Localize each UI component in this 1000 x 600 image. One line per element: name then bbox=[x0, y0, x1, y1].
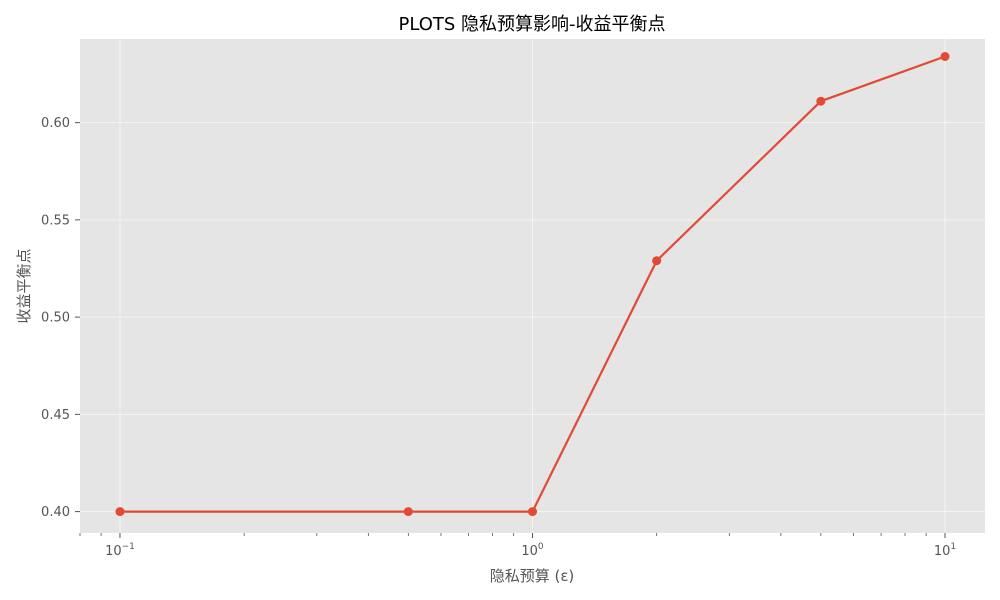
data-series bbox=[115, 52, 950, 517]
y-axis: 0.40 0.45 0.50 0.55 0.60 bbox=[41, 116, 80, 520]
data-point bbox=[403, 507, 413, 517]
y-tick-label: 0.45 bbox=[41, 408, 70, 423]
x-tick-label: 100 bbox=[521, 542, 544, 559]
x-axis-title: 隐私预算 (ε) bbox=[490, 567, 575, 585]
chart-title: PLOTS 隐私预算影响-收益平衡点 bbox=[398, 14, 665, 35]
data-point bbox=[115, 507, 125, 517]
x-tick-label: 10−1 bbox=[105, 542, 135, 559]
y-axis-title: 收益平衡点 bbox=[15, 248, 33, 323]
x-axis: 10−1 100 101 bbox=[79, 533, 956, 559]
data-point bbox=[940, 52, 950, 62]
y-tick-label: 0.55 bbox=[41, 213, 70, 228]
y-tick-label: 0.40 bbox=[41, 505, 70, 520]
data-point bbox=[528, 507, 537, 517]
y-tick-label: 0.60 bbox=[41, 116, 70, 131]
x-tick-label: 101 bbox=[934, 542, 956, 559]
data-point bbox=[652, 256, 662, 266]
series-line bbox=[120, 55, 946, 513]
data-point bbox=[816, 96, 826, 106]
y-tick-label: 0.50 bbox=[41, 311, 70, 326]
